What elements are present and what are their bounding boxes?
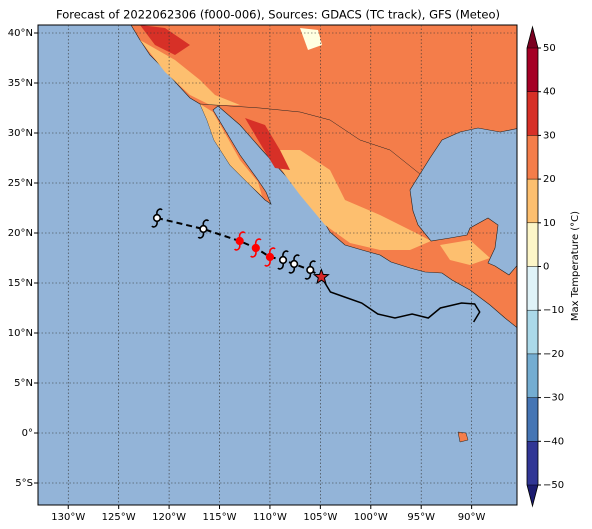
colorbar-tick-label: −30: [543, 393, 564, 404]
x-tick-label: 120°W: [152, 512, 186, 523]
colorbar-under: [527, 485, 538, 506]
storm-symbol-part: [264, 247, 276, 267]
colorbar-segment: [527, 135, 538, 180]
colorbar-segment: [527, 222, 538, 267]
colorbar-tick-label: −20: [543, 349, 564, 360]
colorbar-label: Max Temperature (°C): [570, 211, 581, 321]
colorbar-tick-label: 40: [543, 87, 556, 98]
storm-symbol-part: [251, 243, 260, 253]
colorbar-segment: [527, 266, 538, 311]
storm-symbol-part: [199, 224, 208, 234]
x-tick-label: 115°W: [203, 512, 237, 523]
y-tick-label: 40°N: [8, 28, 33, 39]
storm-symbol: [304, 260, 316, 280]
colorbar-segment: [527, 397, 538, 442]
colorbar-tick-label: 50: [543, 43, 556, 54]
colorbar-tick-label: 10: [543, 218, 556, 229]
storm-symbol: [264, 247, 276, 267]
storm-symbol-part: [235, 236, 244, 246]
colorbar-segment: [527, 91, 538, 136]
current-position: [312, 268, 330, 285]
storm-symbol-part: [277, 250, 289, 270]
storm-symbol: [288, 254, 300, 274]
storm-symbol-part: [288, 254, 300, 274]
x-tick-label: 90°W: [458, 512, 486, 523]
storm-symbol: [151, 208, 163, 228]
colorbar-tick-label: 20: [543, 174, 556, 185]
past-track: [320, 276, 481, 323]
x-tick-label: 100°W: [354, 512, 388, 523]
storm-symbol-part: [290, 259, 299, 269]
y-tick-label: 10°N: [8, 328, 33, 339]
y-tick-label: 35°N: [8, 78, 33, 89]
colorbar-over: [527, 27, 538, 48]
storm-symbol-part: [265, 252, 275, 262]
x-tick-label: 130°W: [51, 512, 85, 523]
colorbar-tick-label: −50: [543, 480, 564, 491]
storm-symbol-part: [197, 219, 210, 239]
storm-symbol-part: [278, 255, 288, 265]
title: Forecast of 2022062306 (f000-006), Sourc…: [56, 8, 500, 22]
colorbar-segment: [527, 310, 538, 354]
colorbar-segment: [527, 48, 538, 92]
map-frame: [37, 24, 518, 506]
colorbar-segment: [527, 353, 538, 398]
colorbar-tick-label: 30: [543, 130, 556, 141]
y-tick-label: 5°S: [15, 478, 33, 489]
x-tick-label: 110°W: [253, 512, 287, 523]
y-tick-label: 25°N: [8, 178, 33, 189]
colorbar-tick-label: −40: [543, 436, 564, 447]
storm-symbol: [250, 238, 262, 258]
colorbar-tick-label: −10: [543, 305, 564, 316]
storm-symbol: [197, 219, 210, 239]
colorbar-segment: [527, 441, 538, 485]
colorbar-tick-label: 0: [543, 262, 549, 273]
y-tick-label: 20°N: [8, 228, 33, 239]
y-tick-label: 5°N: [14, 378, 33, 389]
y-tick-label: 15°N: [8, 278, 33, 289]
storm-symbol-part: [233, 231, 246, 251]
storm-symbol-part: [306, 265, 315, 275]
land: [130, 25, 517, 443]
storm-symbol: [233, 231, 246, 251]
storm-symbol-part: [152, 213, 162, 223]
storm-symbol-part: [304, 260, 316, 280]
storm-symbol: [277, 250, 289, 270]
storm-symbol-part: [250, 238, 262, 258]
y-tick-label: 0°: [22, 428, 33, 439]
storm-symbol-part: [151, 208, 163, 228]
x-tick-label: 95°W: [407, 512, 435, 523]
y-tick-label: 30°N: [8, 128, 33, 139]
x-tick-label: 125°W: [102, 512, 136, 523]
colorbar-segment: [527, 179, 538, 223]
x-tick-label: 105°W: [303, 512, 337, 523]
